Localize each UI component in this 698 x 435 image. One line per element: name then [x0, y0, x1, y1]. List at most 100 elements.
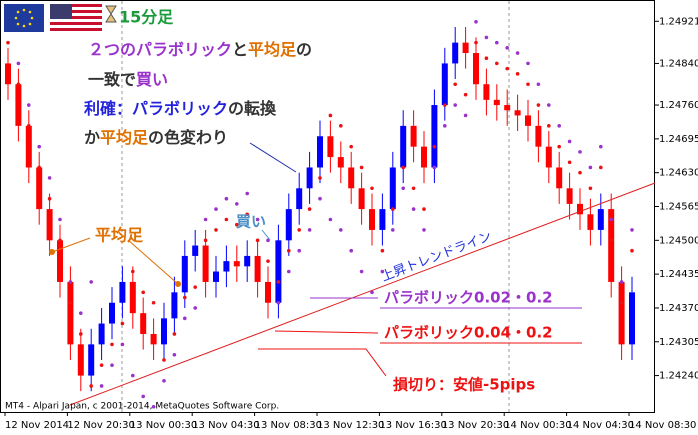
- callout-dot: [175, 281, 181, 287]
- sar-dot: [474, 20, 478, 24]
- sar-dot: [214, 207, 218, 211]
- note-segment: の転換: [228, 99, 277, 118]
- sar-dot: [411, 207, 416, 211]
- candle-body: [525, 115, 531, 126]
- heikin-label: 平均足: [95, 226, 144, 245]
- sar-dot: [266, 259, 270, 263]
- sar-dot: [474, 40, 478, 45]
- sar-dot: [463, 113, 468, 118]
- sar-dot: [432, 144, 437, 149]
- candle-body: [77, 344, 84, 376]
- sar-dot: [47, 176, 52, 180]
- candle-body: [192, 245, 199, 256]
- y-tick-label: 1.24695: [659, 134, 698, 145]
- sar-dot: [578, 150, 582, 154]
- sar-dot: [609, 217, 613, 222]
- sar-dot: [359, 165, 364, 170]
- sar-dot: [495, 61, 499, 66]
- sar-dot: [380, 248, 385, 253]
- sar-dot: [183, 316, 187, 321]
- candle-body: [275, 240, 282, 303]
- candle-body: [265, 281, 271, 303]
- candle-body: [452, 42, 459, 64]
- candle-body: [431, 105, 438, 168]
- sar-dot: [287, 269, 291, 274]
- candle-body: [545, 146, 552, 168]
- sar-dot: [172, 332, 177, 336]
- x-tick-label: 13 Nov 16:30: [379, 420, 446, 431]
- x-tick-label: 14 Nov 00:30: [504, 420, 571, 431]
- sar-dot: [193, 285, 197, 289]
- sar-dot: [151, 300, 156, 305]
- candle-body: [327, 136, 334, 158]
- note-line: 一致で買い: [88, 70, 168, 89]
- sar-dot: [505, 46, 510, 50]
- sar-dot: [183, 295, 187, 300]
- sar-dot: [214, 228, 218, 232]
- candle-body: [421, 146, 427, 168]
- candle-body: [410, 125, 417, 147]
- callout-dot: [49, 249, 55, 255]
- candle-body: [181, 255, 188, 293]
- sar-dot: [16, 61, 21, 66]
- candle-body: [317, 136, 323, 168]
- sar-dot: [37, 144, 41, 149]
- sar-dot: [318, 196, 322, 201]
- x-tick-label: 13 Nov 00:30: [130, 420, 197, 431]
- candle-body: [358, 188, 365, 210]
- sar-dot: [567, 160, 572, 165]
- sar-dot: [359, 269, 364, 274]
- sar-dot: [526, 61, 530, 66]
- sar-dot: [370, 290, 374, 295]
- sar-dot: [27, 103, 31, 107]
- sar-dot: [339, 124, 343, 128]
- sar-dot: [203, 238, 208, 243]
- note-segment: 平均足: [248, 40, 297, 59]
- sar-dot: [557, 144, 561, 149]
- x-tick-label: 13 Nov 04:30: [192, 420, 259, 431]
- sar-dot: [58, 238, 62, 243]
- candle-body: [67, 281, 74, 345]
- sar-dot: [6, 40, 10, 45]
- sar-dot: [297, 228, 302, 232]
- candle-body: [36, 167, 43, 210]
- sar-dot: [47, 196, 52, 201]
- sar-dot: [307, 228, 312, 232]
- sar-dot: [432, 165, 437, 170]
- candle-body: [566, 188, 573, 204]
- candle-body: [46, 209, 53, 241]
- candle-body: [88, 344, 95, 376]
- note-segment: 一致で: [88, 70, 136, 89]
- candle-body: [223, 261, 230, 272]
- sar-dot: [120, 342, 125, 347]
- sar-dot: [287, 248, 291, 253]
- sar-dot: [526, 82, 530, 87]
- candle-body: [57, 240, 63, 282]
- sar-dot: [515, 51, 520, 55]
- callout-line: [51, 237, 91, 253]
- sar-dot: [599, 144, 603, 149]
- sar-dot: [89, 280, 93, 284]
- sar-dot: [547, 103, 551, 107]
- sar-dot: [609, 238, 613, 243]
- candle-body: [25, 125, 32, 168]
- sar-dot: [495, 40, 499, 45]
- y-tick-label: 1.24840: [659, 58, 698, 69]
- note-segment: 平均足: [100, 128, 149, 147]
- sar-dot: [536, 82, 541, 87]
- sar-dot: [515, 72, 520, 76]
- candle-body: [577, 203, 583, 215]
- sar-dot: [401, 186, 406, 191]
- sar-dot: [307, 207, 312, 211]
- candle-body: [441, 63, 448, 106]
- sar-dot: [255, 217, 260, 222]
- note-segment: の: [296, 40, 312, 59]
- candle-body: [161, 318, 167, 345]
- note-segment: 買い: [136, 70, 168, 89]
- sar-dot: [141, 290, 145, 295]
- sar-dot: [328, 113, 333, 118]
- legend-entry: パラボリック0.04・0.2: [384, 324, 553, 342]
- sar-dot: [536, 103, 541, 107]
- x-tick-label: 13 Nov 20:30: [442, 420, 509, 431]
- sar-dot: [443, 103, 447, 107]
